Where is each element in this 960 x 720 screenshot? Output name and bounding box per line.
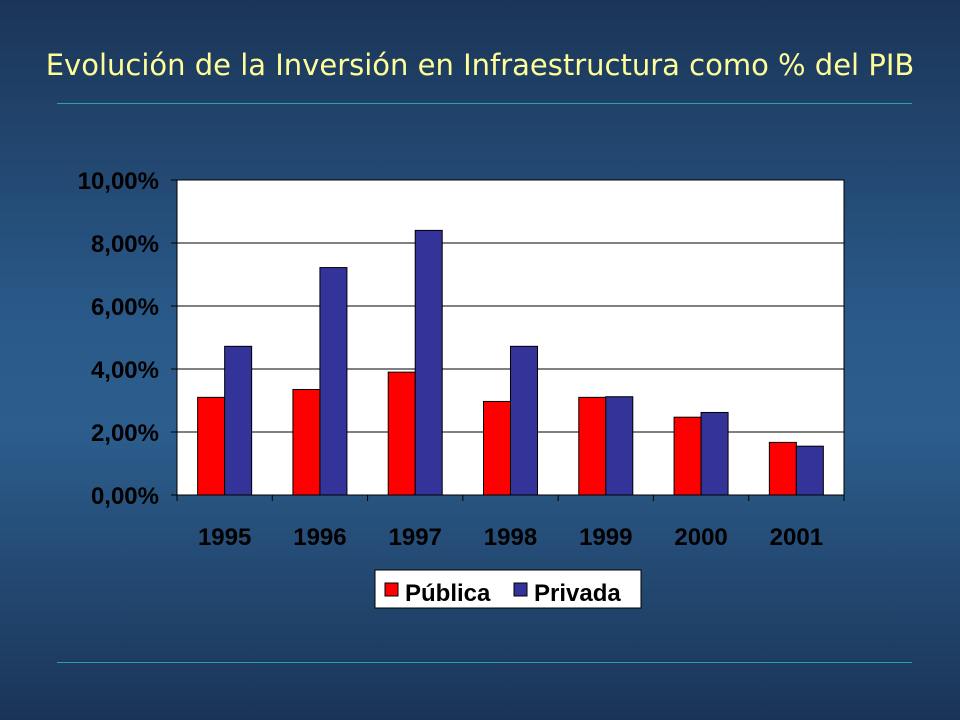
x-tick-label: 1999 bbox=[579, 524, 632, 551]
legend-label-privada: Privada bbox=[534, 580, 621, 607]
bar-publica-1998 bbox=[483, 400, 511, 496]
gridlines bbox=[177, 179, 844, 433]
bar-publica-1997 bbox=[387, 371, 416, 496]
x-tick-label: 2001 bbox=[770, 524, 823, 551]
bar-privada-2000 bbox=[700, 411, 729, 496]
legend-label-publica: Pública bbox=[405, 580, 491, 607]
y-tick-label: 0,00% bbox=[91, 483, 159, 510]
y-tick-label: 6,00% bbox=[91, 294, 159, 321]
y-axis-ticks: 0,00% 2,00% 4,00% 6,00% 8,00% 10,00% bbox=[78, 168, 177, 510]
bar-publica-1995 bbox=[197, 396, 226, 496]
title-divider bbox=[57, 103, 912, 104]
x-tick-label: 2000 bbox=[674, 524, 727, 551]
legend-swatch-privada bbox=[513, 582, 528, 597]
slide-title: Evolución de la Inversión en Infraestruc… bbox=[45, 48, 915, 82]
bar-privada-1998 bbox=[510, 345, 538, 496]
bar-publica-2001 bbox=[768, 441, 797, 496]
bars bbox=[197, 229, 824, 496]
x-tick-label: 1997 bbox=[389, 524, 442, 551]
bar-publica-2000 bbox=[673, 416, 702, 496]
x-tick-label: 1996 bbox=[293, 524, 346, 551]
legend-box bbox=[374, 569, 642, 609]
x-tick-label: 1998 bbox=[484, 524, 537, 551]
bar-privada-1999 bbox=[605, 396, 634, 496]
x-axis-ticks: 1995 1996 1997 1998 1999 2000 2001 bbox=[176, 495, 845, 551]
bar-privada-1995 bbox=[224, 345, 253, 496]
legend-swatch-publica bbox=[384, 582, 399, 597]
y-tick-label: 8,00% bbox=[91, 231, 159, 258]
footer-divider bbox=[57, 662, 912, 663]
bar-publica-1996 bbox=[292, 388, 321, 496]
legend: Pública Privada bbox=[374, 569, 642, 609]
x-tick-label: 1995 bbox=[198, 524, 251, 551]
y-tick-label: 10,00% bbox=[78, 168, 159, 195]
bar-privada-1996 bbox=[319, 267, 348, 496]
bar-privada-2001 bbox=[795, 445, 824, 496]
bar-publica-1999 bbox=[578, 396, 607, 496]
bar-privada-1997 bbox=[414, 229, 443, 496]
y-tick-label: 4,00% bbox=[91, 357, 159, 384]
y-tick-label: 2,00% bbox=[91, 420, 159, 447]
